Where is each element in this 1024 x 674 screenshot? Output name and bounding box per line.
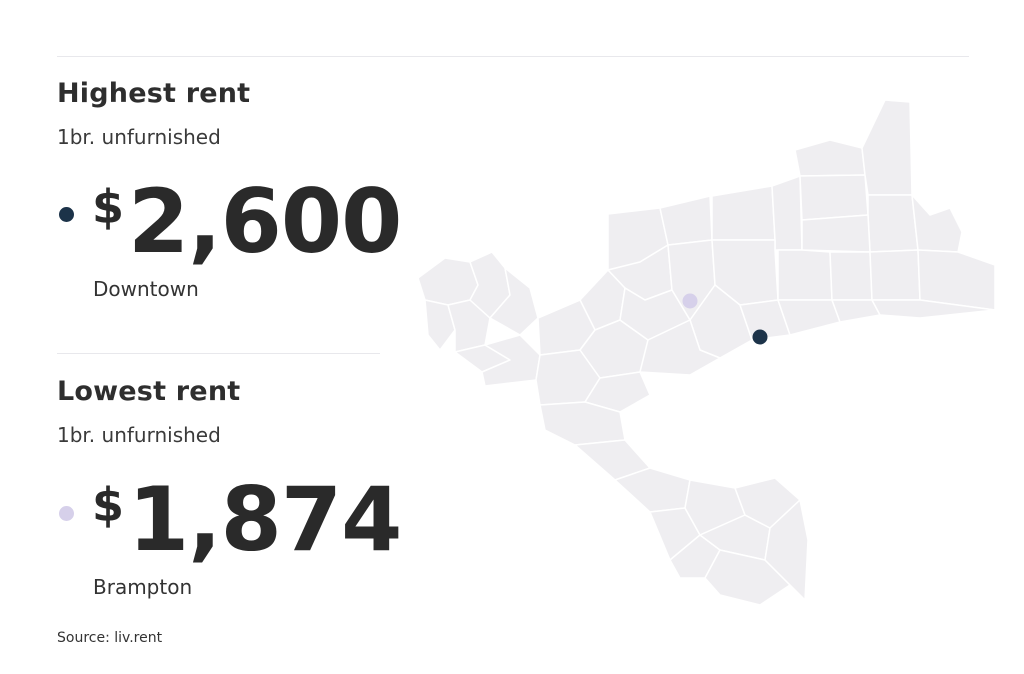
highest-rent-price: $2,600 <box>92 178 402 266</box>
map-region-n-b <box>771 175 803 251</box>
region-map <box>417 99 996 606</box>
highest-rent-subtitle: 1br. unfurnished <box>57 125 221 149</box>
top-divider <box>57 56 969 57</box>
map-region-n-f <box>867 194 919 253</box>
map-region-core-k <box>639 319 721 376</box>
map-region-n-d <box>799 174 869 221</box>
map-region-core-j <box>871 299 996 319</box>
map-region-core-i <box>831 299 881 323</box>
map-region-core-e <box>917 249 996 311</box>
lowest-rent-subtitle: 1br. unfurnished <box>57 423 221 447</box>
lowest-rent-title: Lowest rent <box>57 376 241 407</box>
map-region-n-c <box>794 139 866 177</box>
highest-rent-amount: 2,600 <box>128 170 402 273</box>
highest-rent-currency: $ <box>92 180 125 234</box>
map-region-n-e <box>861 99 913 196</box>
map-region-n-h <box>911 194 963 253</box>
map-region-core-c <box>829 251 873 301</box>
map-region-n-a <box>711 185 776 241</box>
map-region-west-b <box>424 299 456 351</box>
highest-rent-location: Downtown <box>93 277 199 301</box>
map-region-sw-j <box>764 499 809 601</box>
source-note: Source: liv.rent <box>57 630 163 646</box>
map-region-sw-h <box>734 477 801 529</box>
lowest-rent-amount: 1,874 <box>128 468 402 571</box>
highest-rent-title: Highest rent <box>57 78 251 109</box>
map-region-core-b <box>777 249 833 301</box>
middle-divider <box>57 353 380 354</box>
map-region-core-d <box>869 249 921 301</box>
highest-rent-marker-icon <box>59 207 74 222</box>
brampton-map-marker-icon <box>682 293 698 309</box>
map-region-n-g <box>801 214 871 253</box>
map-region-cw-e <box>584 371 651 413</box>
map-region-west-g <box>481 334 541 387</box>
lowest-rent-marker-icon <box>59 506 74 521</box>
lowest-rent-price: $1,874 <box>92 476 402 564</box>
downtown-map-marker-icon <box>752 329 768 345</box>
map-region-nw-b <box>659 195 713 246</box>
map-regions <box>417 99 996 606</box>
lowest-rent-location: Brampton <box>93 575 193 599</box>
map-region-west-a <box>417 257 479 306</box>
lowest-rent-currency: $ <box>92 478 125 532</box>
